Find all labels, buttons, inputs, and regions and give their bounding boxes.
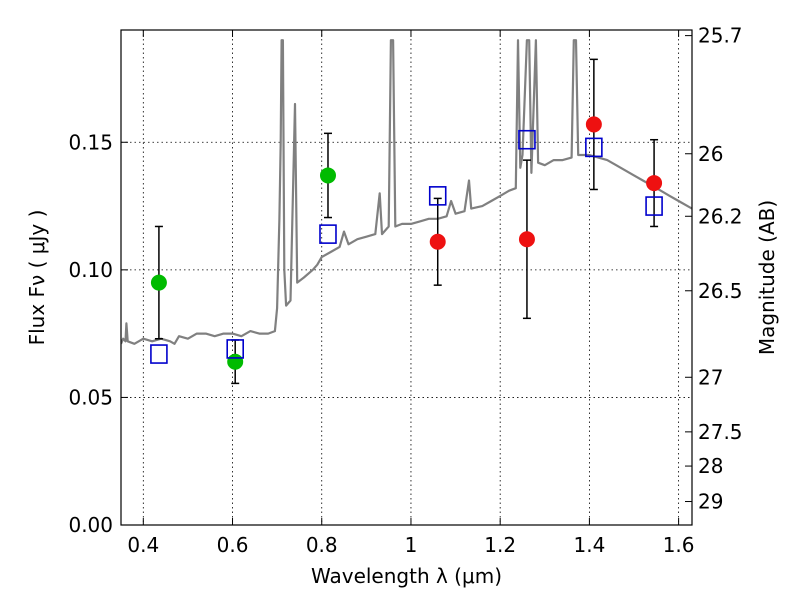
green-point: [150, 274, 167, 291]
spectrum-line: [121, 39, 692, 345]
x-tick-label: 1.4: [573, 533, 605, 557]
y-tick-label: 0.10: [68, 258, 113, 282]
spectrum-series: [121, 39, 692, 345]
model-square: [585, 137, 603, 158]
y2-tick-label: 26: [698, 142, 723, 166]
model-square: [645, 196, 663, 216]
plot-frame: [120, 29, 693, 526]
x-tick-label: 1.6: [663, 533, 695, 557]
green-point: [319, 167, 336, 184]
x-axis-label: Wavelength λ (μm): [311, 564, 502, 588]
model-square: [428, 186, 447, 206]
axis-ticks: 0.4 0.6 0.8 1 1.2 1.4 1.6 0.00 0.05 0.10 0.15 25.7 2…: [68, 24, 742, 557]
y-tick-label: 0.15: [68, 130, 113, 154]
y2-tick-label: 26.2: [698, 204, 743, 228]
red-point: [585, 116, 602, 133]
grid-lines: [121, 30, 692, 525]
y-tick-label: 0.00: [68, 513, 113, 537]
model-square: [226, 339, 244, 359]
x-tick-label: 0.6: [217, 533, 249, 557]
red-point: [646, 175, 663, 192]
y2-tick-label: 27: [698, 365, 723, 389]
y2-tick-label: 25.7: [698, 24, 743, 48]
x-tick-label: 1: [405, 533, 418, 557]
y2-axis-label: Magnitude (AB): [755, 200, 779, 355]
y2-tick-label: 28: [698, 454, 723, 478]
model-square: [150, 344, 168, 364]
model-squares: [150, 129, 663, 364]
red-point: [518, 231, 535, 248]
errorbar-series: [154, 58, 659, 385]
x-tick-label: 0.4: [127, 533, 159, 557]
y-axis-label: Flux Fν ( μJy ): [25, 210, 49, 346]
y2-tick-label: 26.5: [698, 279, 743, 303]
y2-tick-label: 29: [698, 490, 723, 514]
y-tick-label: 0.05: [68, 385, 113, 409]
model-square: [518, 129, 536, 150]
green-point: [227, 353, 244, 370]
x-tick-label: 1.2: [484, 533, 516, 557]
red-point: [429, 233, 446, 250]
model-square: [319, 224, 337, 244]
x-tick-label: 0.8: [306, 533, 338, 557]
y2-tick-label: 27.5: [698, 420, 743, 444]
